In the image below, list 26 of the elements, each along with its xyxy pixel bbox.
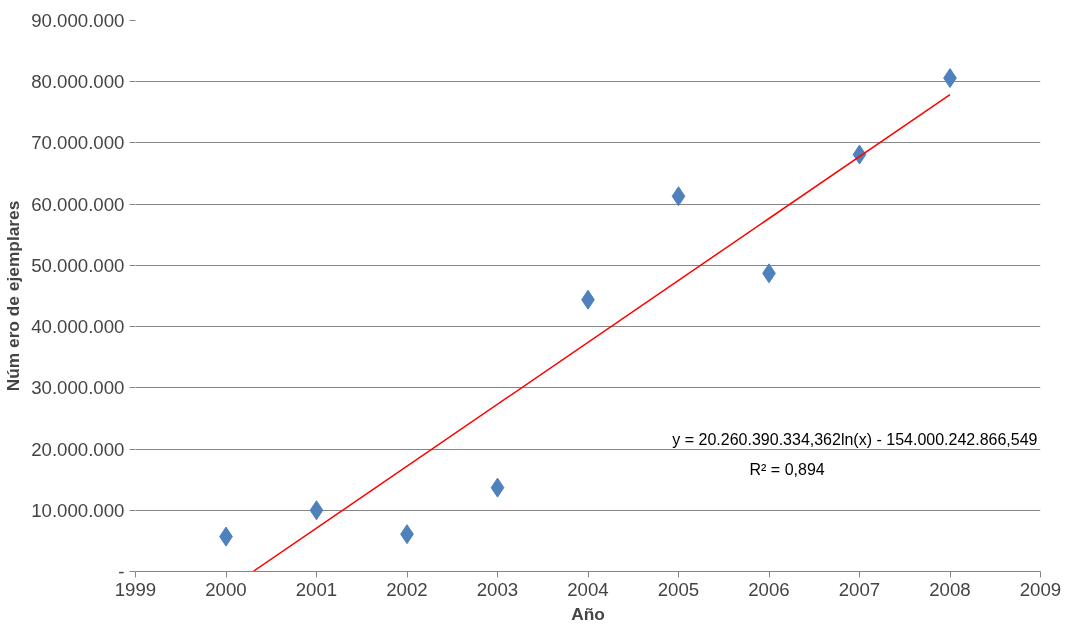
x-tick-label: 2006 bbox=[748, 578, 790, 600]
point bbox=[490, 477, 505, 498]
point bbox=[671, 186, 686, 207]
y-tick-label: 30.000.000 bbox=[31, 377, 125, 399]
y-tick-label: 90.000.000 bbox=[31, 10, 125, 31]
x-tick-label: 2000 bbox=[205, 578, 247, 600]
x-tick-label: 2001 bbox=[295, 578, 338, 600]
y-tick-label: 20.000.000 bbox=[31, 438, 125, 460]
annotation: R² = 0,894 bbox=[749, 460, 825, 478]
x-tick-label: 2004 bbox=[567, 578, 609, 600]
y-tick-label: 70.000.000 bbox=[31, 132, 125, 154]
y-tick-label: 50.000.000 bbox=[31, 254, 125, 276]
x-tick-label: 2008 bbox=[929, 578, 971, 600]
annotation: y = 20.260.390.334,362ln(x) - 154.000.242.866,549 bbox=[672, 430, 1038, 448]
x-tick-label: 2002 bbox=[386, 578, 428, 600]
y-tick-label: 40.000.000 bbox=[31, 316, 125, 338]
x-axis-title: Año bbox=[571, 603, 605, 624]
x-tick-label: 2003 bbox=[476, 578, 519, 600]
point bbox=[309, 500, 324, 521]
y-tick-label: 10.000.000 bbox=[31, 499, 125, 521]
y-axis-title: Núm ero de ejemplares bbox=[3, 200, 24, 392]
y-tick-label: 60.000.000 bbox=[31, 193, 125, 215]
y-tick-label: 80.000.000 bbox=[31, 71, 125, 93]
x-tick-label: 2007 bbox=[838, 578, 881, 600]
x-tick-label: 2009 bbox=[1019, 578, 1062, 600]
x-tick-label: 2005 bbox=[657, 578, 700, 600]
